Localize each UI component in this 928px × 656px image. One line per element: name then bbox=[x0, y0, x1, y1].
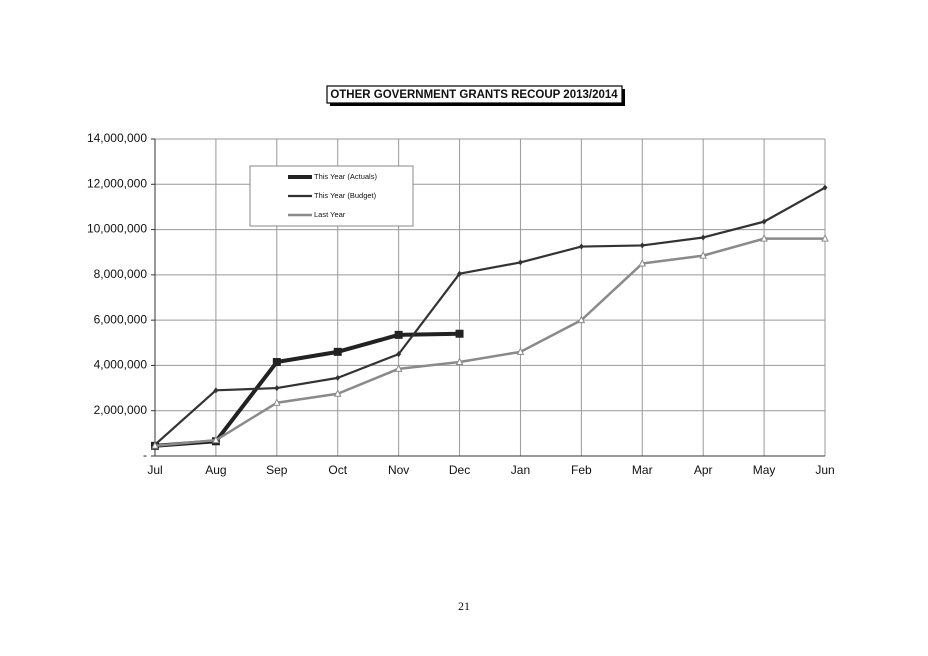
marker bbox=[639, 242, 645, 249]
marker bbox=[455, 329, 464, 338]
x-tick-label: Jul bbox=[147, 463, 162, 477]
page-number: 21 bbox=[458, 599, 470, 613]
marker bbox=[151, 441, 159, 449]
marker bbox=[699, 250, 707, 259]
marker bbox=[516, 347, 525, 355]
marker bbox=[638, 258, 647, 267]
legend-box bbox=[249, 165, 414, 227]
marker bbox=[394, 364, 403, 372]
x-tick-label: Mar bbox=[632, 463, 653, 477]
x-tick-label: Nov bbox=[388, 463, 409, 477]
y-tick-label: - bbox=[143, 448, 147, 462]
legend-label: Last Year bbox=[314, 210, 346, 219]
y-tick-label: 8,000,000 bbox=[94, 267, 148, 281]
marker bbox=[333, 347, 342, 356]
y-tick-label: 12,000,000 bbox=[87, 176, 147, 190]
y-tick-label: 4,000,000 bbox=[94, 358, 148, 372]
y-tick-label: 14,000,000 bbox=[87, 131, 147, 145]
marker bbox=[335, 374, 341, 381]
marker bbox=[578, 243, 584, 250]
legend-label: This Year (Actuals) bbox=[314, 172, 377, 181]
y-tick-label: 10,000,000 bbox=[87, 222, 147, 236]
marker bbox=[274, 385, 280, 392]
marker bbox=[272, 358, 281, 367]
x-tick-label: Oct bbox=[328, 463, 347, 477]
marker bbox=[822, 184, 828, 191]
marker bbox=[760, 234, 768, 242]
legend-label: This Year (Budget) bbox=[314, 191, 377, 200]
marker bbox=[273, 398, 281, 406]
x-tick-label: May bbox=[753, 463, 776, 477]
y-tick-label: 6,000,000 bbox=[94, 312, 148, 326]
marker bbox=[457, 270, 463, 277]
y-tick-label: 2,000,000 bbox=[94, 403, 148, 417]
marker bbox=[821, 234, 829, 242]
x-tick-label: Dec bbox=[449, 463, 470, 477]
marker bbox=[455, 357, 464, 366]
marker bbox=[213, 387, 219, 394]
x-tick-label: Jan bbox=[511, 463, 530, 477]
chart-title: OTHER GOVERNMENT GRANTS RECOUP 2013/2014 bbox=[330, 89, 618, 101]
marker bbox=[394, 330, 403, 339]
marker bbox=[396, 351, 402, 358]
x-tick-label: Jun bbox=[815, 463, 834, 477]
marker bbox=[577, 315, 586, 324]
x-tick-label: Apr bbox=[694, 463, 713, 477]
marker bbox=[700, 234, 706, 241]
series-line bbox=[154, 237, 825, 448]
x-tick-label: Sep bbox=[266, 463, 288, 477]
title-box bbox=[326, 85, 623, 104]
marker bbox=[333, 389, 342, 397]
x-tick-label: Aug bbox=[205, 463, 226, 477]
marker bbox=[212, 435, 220, 444]
series-line bbox=[154, 186, 826, 446]
marker bbox=[517, 259, 523, 266]
series-line bbox=[154, 331, 460, 448]
x-tick-label: Feb bbox=[571, 463, 592, 477]
marker bbox=[761, 218, 767, 225]
